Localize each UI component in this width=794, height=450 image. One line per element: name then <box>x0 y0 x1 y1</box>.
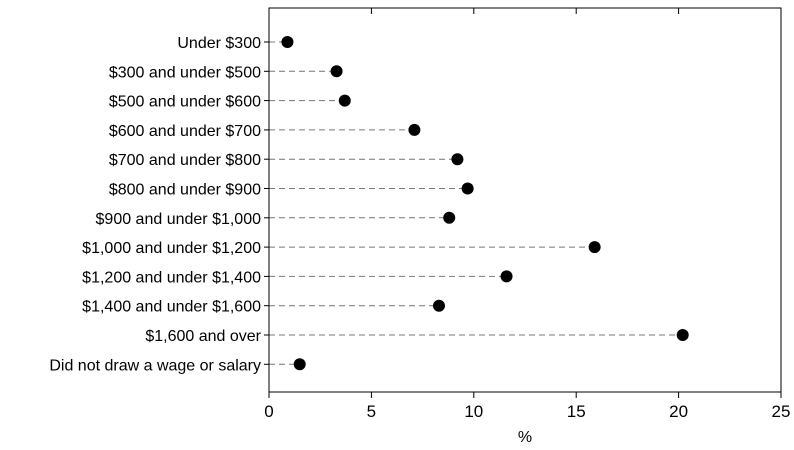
category-label: $1,200 and under $1,400 <box>82 269 261 286</box>
data-point <box>500 270 513 283</box>
data-point <box>338 94 351 107</box>
category-label: $600 and under $700 <box>109 123 261 140</box>
x-tick-labels: 0 5 10 15 20 25 <box>264 402 790 421</box>
data-point <box>588 241 601 254</box>
x-tick-label: 0 <box>264 402 273 421</box>
x-tick-label: 5 <box>367 402 376 421</box>
data-point <box>676 329 689 341</box>
x-tick-label: 10 <box>464 402 483 421</box>
axis-ticks <box>264 8 782 398</box>
data-point <box>281 36 294 48</box>
data-point <box>432 299 445 312</box>
data-point <box>451 153 464 166</box>
leader-lines <box>269 41 683 365</box>
category-labels: Under $300 $300 and under $500 $500 and un… <box>49 35 261 374</box>
data-point <box>461 182 474 195</box>
x-tick-label: 25 <box>772 402 791 421</box>
category-label: $800 and under $900 <box>109 182 261 199</box>
data-point <box>408 123 421 136</box>
category-label: Under $300 <box>177 35 261 52</box>
category-label: $900 and under $1,000 <box>96 211 262 228</box>
category-label: $1,600 and over <box>145 328 261 345</box>
category-label: $700 and under $800 <box>109 152 261 169</box>
x-tick-label: 15 <box>567 402 586 421</box>
category-label: $300 and under $500 <box>109 64 261 81</box>
category-label: Did not draw a wage or salary <box>49 357 261 374</box>
data-point <box>443 211 456 224</box>
data-point <box>293 358 306 371</box>
plot-frame <box>268 7 782 393</box>
category-label: $500 and under $600 <box>109 94 261 111</box>
category-label: $1,000 and under $1,200 <box>82 240 261 257</box>
x-axis-title: % <box>518 429 532 446</box>
x-tick-label: 20 <box>669 402 688 421</box>
data-point <box>330 65 343 78</box>
data-points <box>281 36 689 371</box>
category-label: $1,400 and under $1,600 <box>82 299 261 316</box>
